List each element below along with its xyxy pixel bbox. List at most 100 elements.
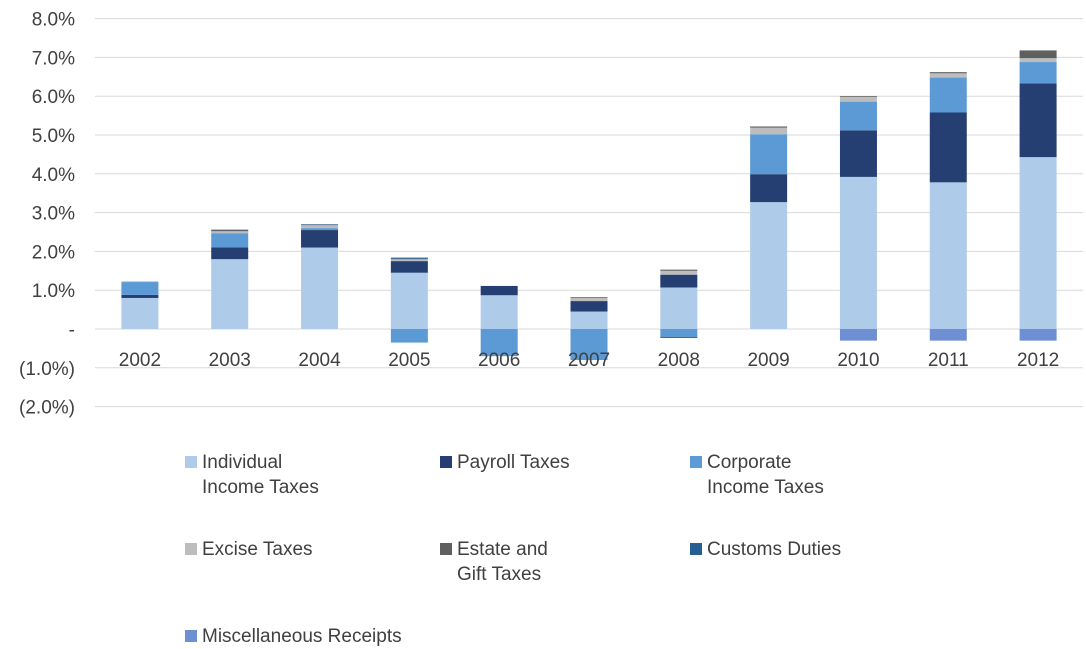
- y-tick-label: (2.0%): [19, 398, 75, 419]
- bar-segment: [480, 285, 518, 296]
- bar-segment: [1019, 157, 1057, 329]
- legend-label: Excise Taxes: [202, 539, 313, 560]
- bar-segment: [929, 72, 967, 74]
- bars: [121, 50, 1057, 361]
- bar-segment: [750, 127, 788, 135]
- bar-segment: [929, 77, 967, 113]
- bar-segment: [211, 231, 249, 234]
- bar-segment: [1019, 329, 1057, 341]
- bar-segment: [121, 297, 159, 329]
- y-tick-label: 4.0%: [32, 165, 75, 186]
- bar-segment: [660, 274, 698, 288]
- bar-segment: [750, 134, 788, 175]
- y-tick-label: 6.0%: [32, 87, 75, 108]
- bar-segment: [121, 282, 159, 295]
- legend-swatch: [440, 456, 452, 468]
- bar-segment: [570, 311, 608, 329]
- legend-item: Customs Duties: [690, 537, 841, 562]
- x-tick-label: 2010: [837, 350, 879, 371]
- legend-item: Estate and Gift Taxes: [440, 537, 548, 587]
- legend-label: Payroll Taxes: [457, 452, 570, 473]
- bar-segment: [660, 269, 698, 271]
- legend-swatch: [440, 543, 452, 555]
- bar-segment: [929, 329, 967, 341]
- legend-swatch: [690, 543, 702, 555]
- bar-segment: [750, 126, 788, 128]
- legend-label: Estate and Gift Taxes: [457, 539, 548, 585]
- legend-swatch: [185, 630, 197, 642]
- y-tick-label: 5.0%: [32, 126, 75, 147]
- bar-segment: [839, 96, 877, 97]
- bar-segment: [929, 182, 967, 329]
- bar-segment: [570, 297, 608, 298]
- y-tick-label: 2.0%: [32, 242, 75, 263]
- bar-segment: [839, 101, 877, 131]
- x-tick-label: 2012: [1017, 350, 1059, 371]
- bar-segment: [839, 130, 877, 177]
- bar-segment: [750, 202, 788, 329]
- y-tick-label: (1.0%): [19, 359, 75, 380]
- bar-segment: [1019, 50, 1057, 59]
- legend-swatch: [185, 456, 197, 468]
- bar-segment: [480, 295, 518, 329]
- x-tick-label: 2003: [209, 350, 251, 371]
- y-tick-label: 7.0%: [32, 48, 75, 69]
- bar-segment: [390, 257, 428, 259]
- bar-segment: [929, 73, 967, 78]
- bar-segment: [1019, 62, 1057, 84]
- bar-segment: [211, 259, 249, 329]
- bar-segment: [839, 329, 877, 341]
- y-tick-label: 8.0%: [32, 10, 75, 31]
- x-tick-label: 2007: [568, 350, 610, 371]
- bar-segment: [839, 176, 877, 329]
- x-tick-label: 2008: [658, 350, 700, 371]
- bar-segment: [301, 225, 339, 229]
- y-tick-label: 1.0%: [32, 281, 75, 302]
- bar-segment: [301, 224, 339, 226]
- y-axis-tick-labels: 8.0% 7.0% 6.0% 5.0% 4.0% 3.0% 2.0% 1.0% - (1.0%) (…: [19, 10, 75, 419]
- legend-label: Individual Income Taxes: [202, 452, 319, 498]
- bar-segment: [390, 258, 428, 260]
- legend-label: Customs Duties: [707, 539, 842, 560]
- bar-segment: [1019, 58, 1057, 63]
- bar-segment: [301, 230, 339, 248]
- bar-segment: [301, 224, 339, 225]
- x-tick-label: 2002: [119, 350, 161, 371]
- bar-segment: [301, 247, 339, 329]
- legend-item: Excise Taxes: [185, 537, 313, 562]
- bar-segment: [390, 259, 428, 262]
- x-tick-label: 2006: [478, 350, 520, 371]
- x-tick-label: 2011: [928, 350, 969, 371]
- bar-segment: [390, 272, 428, 329]
- bar-segment: [390, 261, 428, 273]
- bar-segment: [929, 112, 967, 183]
- bar-segment: [750, 174, 788, 203]
- bar-segment: [570, 329, 608, 361]
- x-tick-label: 2004: [298, 350, 341, 371]
- bar-segment: [570, 301, 608, 312]
- bar-segment: [121, 294, 159, 298]
- bar-segment: [211, 229, 249, 231]
- bar-segment: [660, 329, 698, 337]
- x-tick-label: 2005: [388, 350, 430, 371]
- bar-segment: [839, 96, 877, 102]
- y-tick-label: 3.0%: [32, 204, 75, 225]
- x-axis-tick-labels: 2002 2003 2004 2005 2006 2007 2008 2009 2010 2011…: [119, 350, 1059, 371]
- x-tick-label: 2009: [747, 350, 789, 371]
- bar-segment: [480, 329, 518, 357]
- bar-segment: [660, 287, 698, 329]
- bar-segment: [1019, 83, 1057, 158]
- bar-segment: [211, 233, 249, 248]
- bar-segment: [211, 230, 249, 232]
- y-tick-label: -: [69, 320, 75, 341]
- legend-item: Payroll Taxes: [440, 450, 570, 475]
- bar-segment: [121, 281, 159, 283]
- bar-segment: [660, 270, 698, 275]
- legend-label: Corporate Income Taxes: [707, 452, 824, 498]
- bar-segment: [390, 329, 428, 343]
- legend-swatch: [690, 456, 702, 468]
- legend-item: Individual Income Taxes: [185, 450, 319, 500]
- bar-segment: [660, 336, 698, 338]
- bar-segment: [211, 247, 249, 260]
